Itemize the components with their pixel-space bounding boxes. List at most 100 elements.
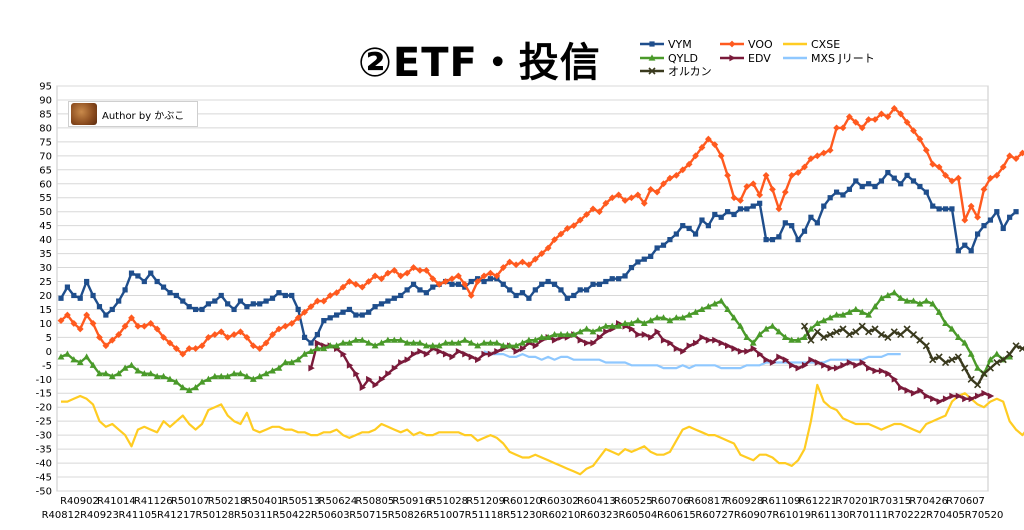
series-qyld-point <box>269 367 276 374</box>
series-qyld-point <box>519 339 526 346</box>
y-tick-label: -25 <box>36 417 52 428</box>
series-qyld-point <box>858 308 866 315</box>
series-edv-point <box>699 333 706 341</box>
series-voo-point <box>865 116 873 123</box>
series-vym-point <box>840 192 846 198</box>
series-orcan-point <box>820 333 828 341</box>
series-qyld-point <box>384 336 392 343</box>
series-voo-point <box>160 333 167 341</box>
series-qyld-point <box>948 325 956 332</box>
x-tick-label: R50603 <box>311 510 350 521</box>
series-qyld-point <box>442 339 449 346</box>
series-voo-point <box>211 331 219 338</box>
series-voo-point <box>743 183 751 190</box>
x-tick-label: R70315 <box>872 496 911 507</box>
series-qyld-point <box>717 297 725 304</box>
series-edv-point <box>481 350 488 358</box>
series-edv-point <box>462 350 469 358</box>
series-voo-point <box>826 146 834 154</box>
series-voo-point <box>583 211 590 218</box>
series-vym-point <box>1013 209 1019 215</box>
series-edv-point <box>789 361 796 369</box>
series-qyld-point <box>653 314 661 321</box>
series-voo-point <box>121 322 129 330</box>
legend-mxs-jreit: MXS Jリート <box>783 52 875 65</box>
series-voo-point <box>352 280 360 288</box>
series-voo-point <box>493 272 501 280</box>
series-cxse-line <box>61 383 1024 476</box>
x-tick-label: R60210 <box>542 510 581 521</box>
x-tick-label: R50805 <box>355 496 394 507</box>
series-vym-point <box>673 231 679 237</box>
series-qyld-point <box>743 333 751 340</box>
series-vym-point <box>455 281 462 287</box>
series-voo-point <box>448 275 456 283</box>
series-voo-point <box>647 185 655 193</box>
series-qyld-point <box>461 336 469 343</box>
series-voo-point <box>326 292 334 299</box>
series-voo-point <box>820 149 828 157</box>
series-qyld-point <box>884 291 892 299</box>
series-qyld-point <box>531 336 539 343</box>
series-vym-point <box>116 298 122 304</box>
series-voo-point <box>890 104 898 112</box>
series-qyld-point <box>185 386 193 394</box>
series-qyld-point <box>70 356 78 363</box>
series-vym-point <box>385 298 391 304</box>
series-edv-point <box>359 384 367 392</box>
series-voo-point <box>237 328 244 336</box>
series-voo-point <box>858 124 866 132</box>
series-qyld-point <box>698 305 706 313</box>
y-tick-label: -40 <box>36 459 52 470</box>
series-voo-point <box>794 169 802 176</box>
legend-edv-label: EDV <box>748 52 771 65</box>
series-voo-point <box>519 258 526 266</box>
series-qyld-point <box>422 342 430 349</box>
series-vym-point <box>308 340 314 346</box>
series-voo-point <box>339 283 347 291</box>
series-edv-point <box>417 347 424 355</box>
series-edv-point <box>385 370 392 378</box>
x-tick-label: R50311 <box>234 510 273 521</box>
series-qyld-point <box>967 350 975 357</box>
series-edv-point <box>519 345 527 352</box>
legend-orcan: オルカン <box>640 65 712 78</box>
series-voo-point <box>262 339 270 347</box>
series-vym-point <box>635 259 641 265</box>
series-qyld-point <box>397 336 405 343</box>
series-voo-point <box>987 174 994 182</box>
series-vym-point <box>282 292 288 299</box>
series-qyld-point <box>512 342 520 349</box>
y-tick-label: 30 <box>39 263 52 274</box>
x-tick-label: R61221 <box>798 496 837 507</box>
series-vym-point <box>148 270 154 276</box>
y-tick-label: -30 <box>36 431 52 442</box>
series-voo-point <box>781 188 789 196</box>
series-qyld-point <box>794 336 802 343</box>
series-qyld <box>57 289 1014 394</box>
series-vym-point <box>577 287 583 293</box>
series-edv-point <box>353 370 360 378</box>
series-qyld-point <box>852 305 860 313</box>
series-voo-point <box>499 264 507 271</box>
series-qyld-point <box>583 325 590 332</box>
series-vym-point <box>404 287 410 293</box>
series-qyld-point <box>134 367 142 374</box>
series-voo-point <box>410 264 417 271</box>
series-qyld-point <box>83 353 91 360</box>
series-vym-point <box>718 214 724 220</box>
series-voo-point <box>185 345 193 352</box>
series-vym-point <box>782 220 788 226</box>
series-vym-point <box>622 273 628 279</box>
series-vym-point <box>180 298 186 304</box>
series-qyld-point <box>435 342 443 349</box>
series-vym-point <box>346 306 353 313</box>
series-vym-point <box>885 169 891 176</box>
series-edv-point <box>513 347 520 355</box>
series-qyld-point <box>634 317 642 324</box>
series-edv-point <box>641 331 649 338</box>
series-vym-point <box>846 186 852 192</box>
series-edv-point <box>808 356 815 364</box>
series-voo-point <box>563 225 571 232</box>
series-vym-point <box>821 203 827 209</box>
